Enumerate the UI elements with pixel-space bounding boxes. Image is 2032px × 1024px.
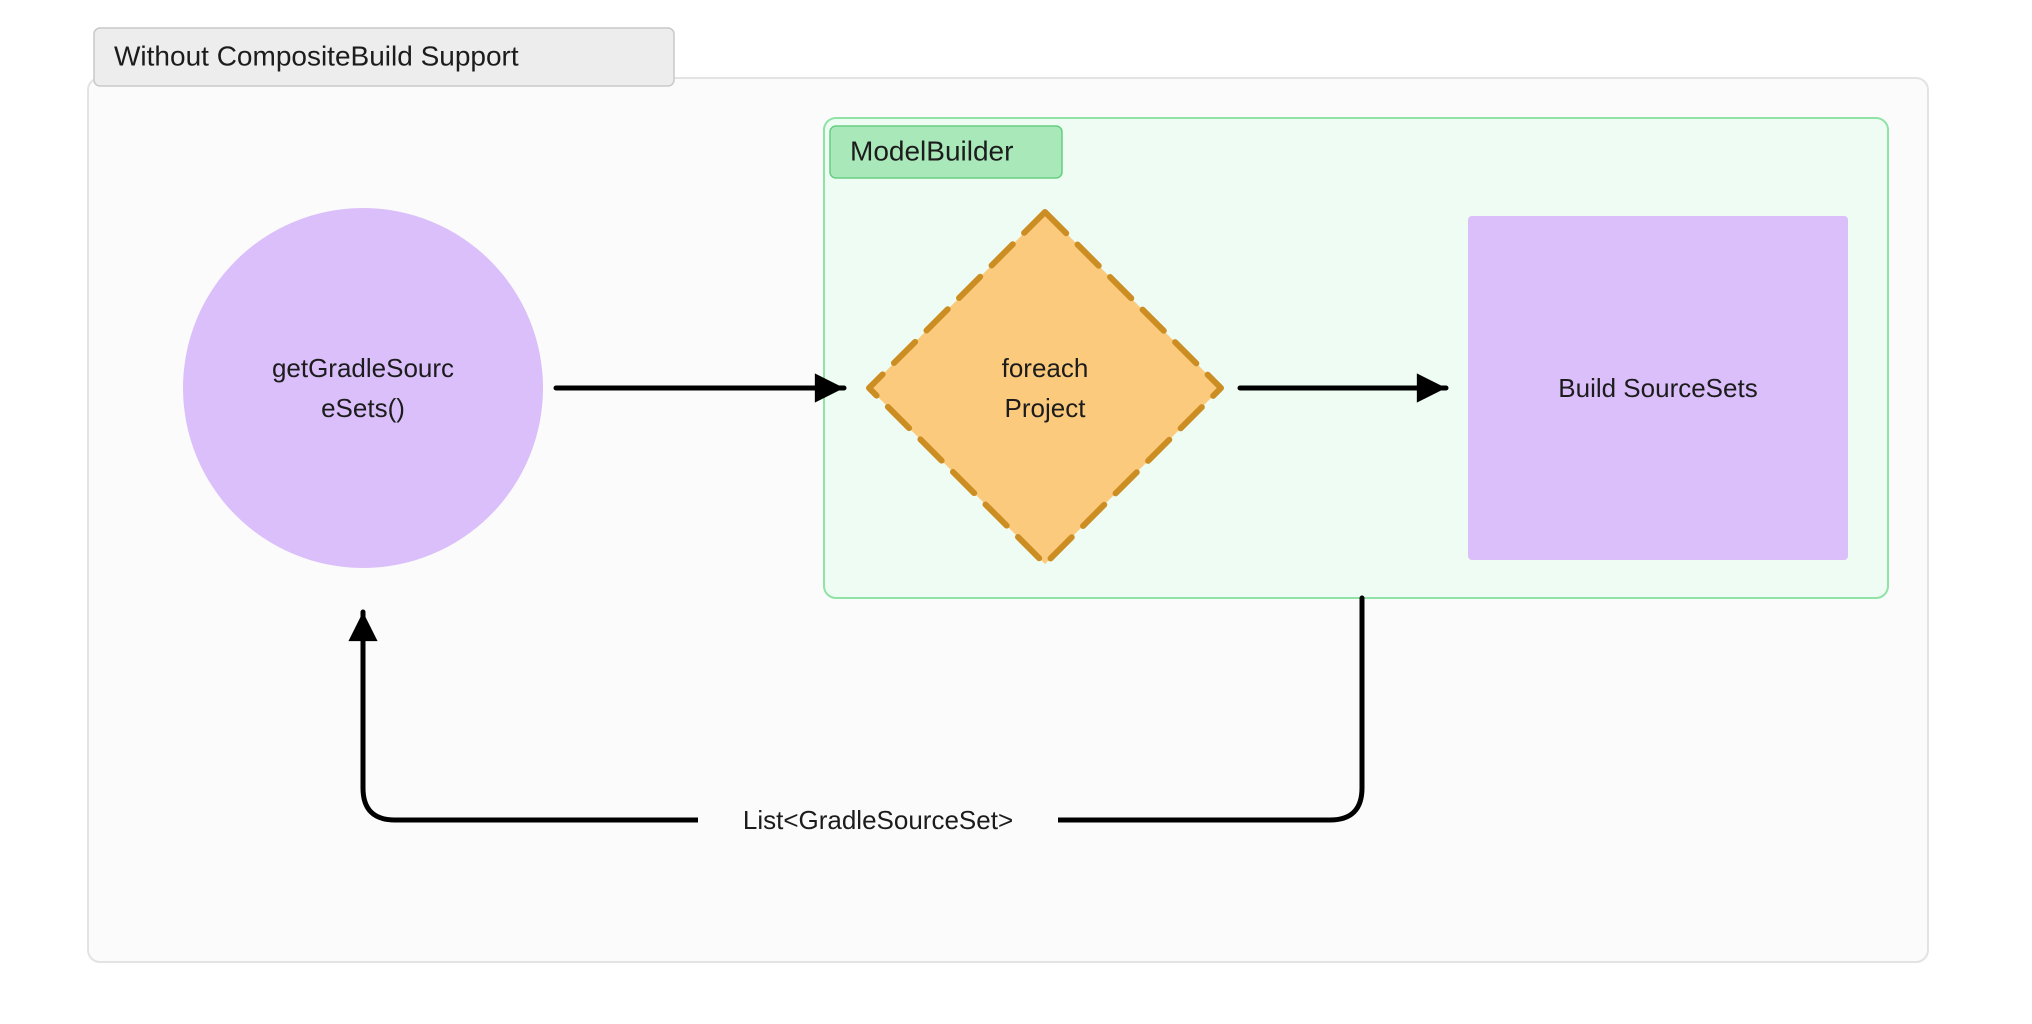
- node-circle-label-1: getGradleSourc: [272, 353, 454, 383]
- node-diamond-label-1: foreach: [1002, 353, 1089, 383]
- flowchart-svg: Without CompositeBuild Support ModelBuild…: [0, 0, 2032, 1024]
- node-circle: [183, 208, 543, 568]
- diagram-stage: Without CompositeBuild Support ModelBuild…: [0, 0, 2032, 1024]
- node-rect-label: Build SourceSets: [1558, 373, 1757, 403]
- inner-title-text: ModelBuilder: [850, 135, 1013, 166]
- outer-title-text: Without CompositeBuild Support: [114, 40, 519, 71]
- node-circle-label-2: eSets(): [321, 393, 405, 423]
- edge-return-label: List<GradleSourceSet>: [743, 805, 1013, 835]
- node-diamond-label-2: Project: [1005, 393, 1087, 423]
